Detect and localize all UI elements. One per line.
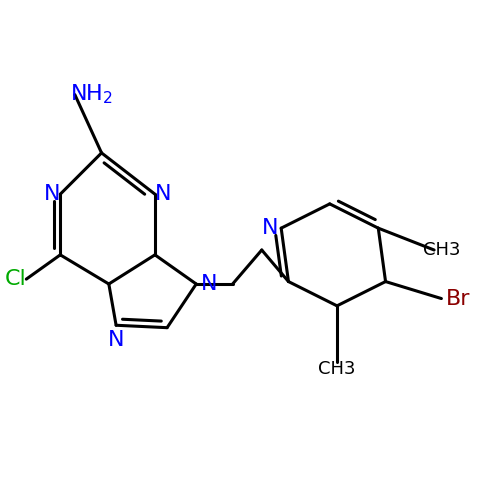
- Text: Br: Br: [446, 288, 470, 308]
- Text: NH$_2$: NH$_2$: [70, 83, 113, 106]
- Text: Cl: Cl: [4, 269, 26, 289]
- Text: CH3: CH3: [422, 241, 460, 259]
- Text: N: N: [262, 218, 278, 238]
- Text: N: N: [201, 274, 218, 294]
- Text: N: N: [44, 184, 60, 204]
- Text: N: N: [155, 184, 172, 204]
- Text: CH3: CH3: [318, 360, 356, 378]
- Text: N: N: [108, 330, 124, 350]
